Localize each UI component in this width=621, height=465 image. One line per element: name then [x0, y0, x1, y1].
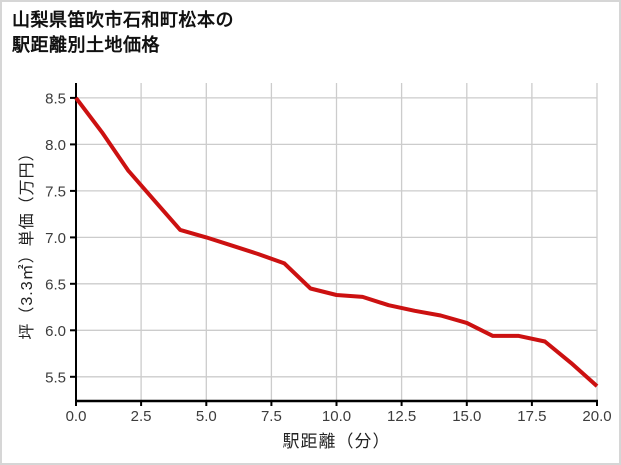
chart-title-line-2: 駅距離別土地価格	[12, 35, 160, 55]
y-tick-label: 5.5	[45, 369, 66, 386]
y-tick-label: 8.0	[45, 137, 66, 154]
x-tick-label: 5.0	[196, 408, 217, 425]
x-axis-label: 駅距離（分）	[282, 432, 391, 451]
x-tick-label: 7.5	[261, 408, 282, 425]
y-tick-label: 7.5	[45, 183, 66, 200]
y-tick-labels: 5.5 6.0 6.5 7.0 7.5 8.0 8.5	[45, 90, 66, 386]
price-line-series	[74, 96, 599, 388]
y-tick-label: 6.0	[45, 323, 66, 340]
tick-marks	[70, 96, 598, 406]
x-tick-label: 0.0	[66, 408, 87, 425]
x-tick-label: 15.0	[452, 408, 481, 425]
x-tick-label: 2.5	[131, 408, 152, 425]
x-tick-labels: 0.0 2.5 5.0 7.5 10.0 12.5 15.0 17.5 20.0	[66, 408, 612, 425]
x-tick-label: 20.0	[582, 408, 611, 425]
y-tick-label: 6.5	[45, 276, 66, 293]
x-tick-label: 10.0	[322, 408, 351, 425]
x-tick-label: 17.5	[517, 408, 546, 425]
y-tick-label: 8.5	[45, 90, 66, 107]
y-tick-label: 7.0	[45, 230, 66, 247]
x-tick-label: 12.5	[387, 408, 416, 425]
chart-title-line-1: 山梨県笛吹市石和町松本の	[12, 10, 234, 30]
chart-title: 山梨県笛吹市石和町松本の 駅距離別土地価格	[12, 8, 234, 58]
x-gridlines	[140, 83, 598, 401]
y-axis-label: 坪（3.3㎡）単価（万円）	[19, 144, 36, 340]
